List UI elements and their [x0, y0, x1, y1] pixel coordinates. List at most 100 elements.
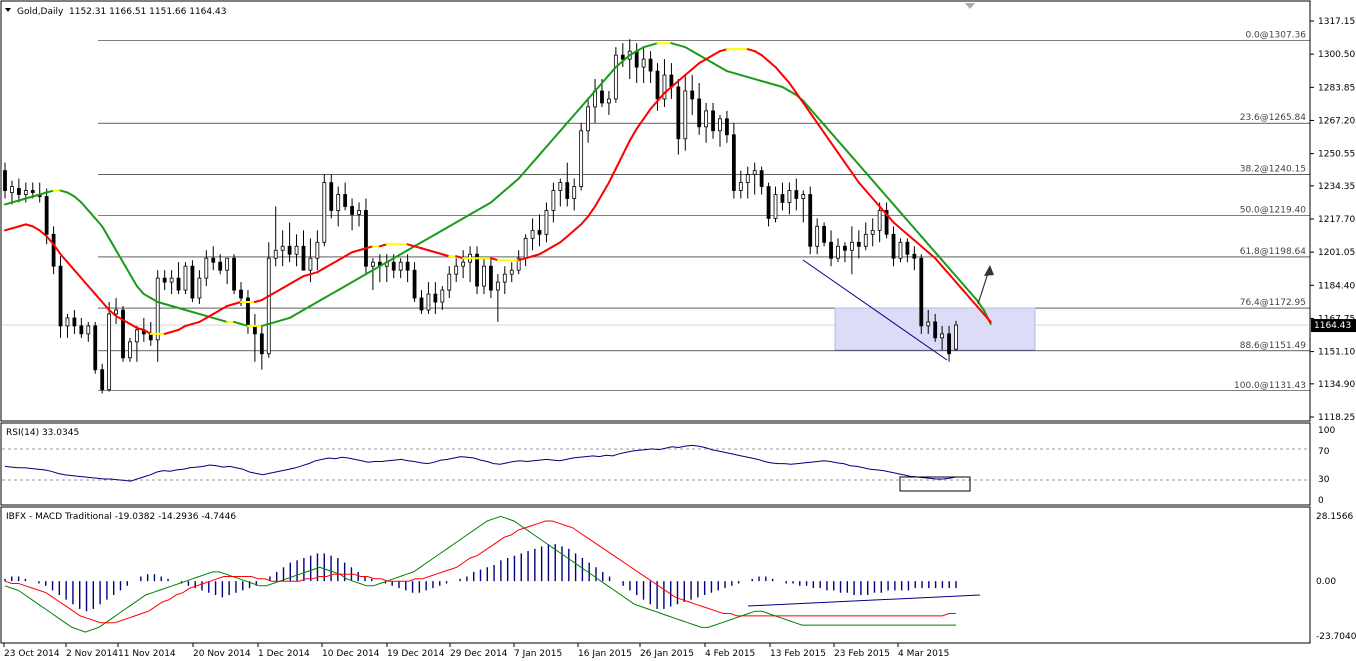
candle: [461, 250, 466, 279]
candle: [829, 230, 833, 267]
macd-label: IBFX - MACD Traditional -19.0382 -14.293…: [6, 512, 236, 522]
candle: [620, 43, 625, 68]
candle: [225, 257, 230, 285]
candle: [690, 75, 695, 115]
candle: [121, 306, 125, 362]
symbol-title: Gold,Daily: [17, 7, 64, 17]
signal-line: [4, 520, 956, 624]
candle: [662, 59, 667, 107]
candle: [947, 325, 951, 362]
candle: [544, 202, 549, 243]
candle: [773, 186, 778, 223]
date-tick-label: 23 Feb 2015: [834, 649, 890, 659]
candle: [648, 51, 653, 84]
rsi-line: [4, 444, 957, 482]
candle: [752, 162, 757, 195]
candle: [801, 190, 806, 223]
rsi-highlight-box: [899, 476, 971, 492]
candle: [738, 170, 743, 199]
price-tick-label: 1134.90: [1318, 380, 1355, 390]
candle: [259, 325, 264, 370]
price-tick-label: 1118.25: [1318, 413, 1355, 423]
candle: [176, 262, 181, 295]
candle: [211, 246, 216, 271]
candle: [287, 222, 292, 263]
candle: [509, 262, 514, 283]
candle: [204, 250, 209, 287]
candle: [350, 198, 354, 231]
candle: [412, 262, 417, 303]
candle: [58, 256, 63, 338]
candle: [704, 102, 709, 143]
date-tick-label: 23 Oct 2014: [4, 649, 60, 659]
date-tick-label: 2 Nov 2014: [66, 649, 118, 659]
candle: [808, 186, 813, 255]
candle: [100, 363, 105, 394]
candle: [329, 174, 334, 219]
scroll-marker-icon[interactable]: [965, 3, 975, 9]
candle: [447, 266, 452, 299]
candle: [482, 258, 486, 295]
candle: [926, 309, 931, 334]
date-tick-label: 7 Jan 2015: [514, 649, 562, 659]
candle: [357, 202, 361, 227]
candle: [51, 226, 56, 275]
candles: [3, 39, 958, 394]
candle: [489, 258, 493, 299]
fib-label-5: 76.4@1172.95: [1240, 298, 1306, 308]
date-tick-label: 4 Mar 2015: [898, 649, 949, 659]
candle: [849, 226, 854, 275]
price-tick-label: 1234.35: [1318, 182, 1355, 192]
macd-tick-label: -23.7040: [1316, 632, 1356, 642]
candle: [933, 313, 938, 342]
candle: [676, 79, 681, 155]
trendline: [802, 259, 948, 361]
candle: [86, 321, 91, 342]
ma-slow-line: [4, 42, 992, 327]
candle: [107, 302, 112, 392]
candle: [3, 162, 7, 199]
date-tick-label: 26 Jan 2015: [640, 649, 694, 659]
price-tick-label: 1151.10: [1318, 348, 1355, 358]
candle: [537, 214, 542, 247]
candle: [197, 270, 202, 305]
candle: [794, 178, 799, 211]
candle: [822, 222, 827, 247]
candle: [266, 242, 271, 358]
candle: [697, 83, 702, 135]
macd-trendline: [747, 594, 981, 607]
chart-menu-icon[interactable]: [5, 8, 11, 12]
candle: [836, 238, 840, 263]
fib-label-6: 88.6@1151.49: [1240, 341, 1307, 351]
price-tick-label: 1250.55: [1318, 150, 1355, 160]
candle: [65, 313, 70, 338]
candle: [93, 321, 98, 374]
macd-line: [4, 515, 956, 633]
current-price-label: 1164.43: [1314, 321, 1351, 331]
macd-axis: 28.1566 0.00 -23.7040: [1316, 512, 1356, 642]
fib-label-3: 50.0@1219.40: [1240, 206, 1307, 216]
fib-label-1: 23.6@1265.84: [1240, 113, 1307, 123]
price-axis: 1317.15 1300.50 1283.85 1267.20 1250.55 1234.…: [1310, 17, 1355, 423]
date-tick-label: 20 Nov 2014: [193, 649, 251, 659]
up-arrow-icon: [977, 265, 994, 305]
candle: [579, 122, 584, 191]
candle: [336, 186, 341, 227]
candle: [128, 337, 132, 362]
candle: [343, 182, 348, 211]
price-tick-label: 1184.40: [1318, 281, 1355, 291]
price-tick-label: 1283.85: [1318, 83, 1355, 93]
price-tick-label: 1217.70: [1318, 215, 1355, 225]
fib-levels: 0.0@1307.36 23.6@1265.84 38.2@1240.15 50.0@…: [2, 30, 1310, 392]
candle: [301, 230, 306, 271]
candle: [843, 242, 847, 263]
candle: [586, 98, 590, 143]
macd-panel: [0, 506, 1311, 644]
current-price-tag: 1164.43: [1311, 319, 1356, 333]
candle: [683, 75, 688, 151]
candle: [218, 254, 223, 275]
candle: [565, 162, 570, 207]
candle: [655, 63, 660, 111]
candle: [856, 230, 861, 259]
candle: [884, 202, 889, 239]
